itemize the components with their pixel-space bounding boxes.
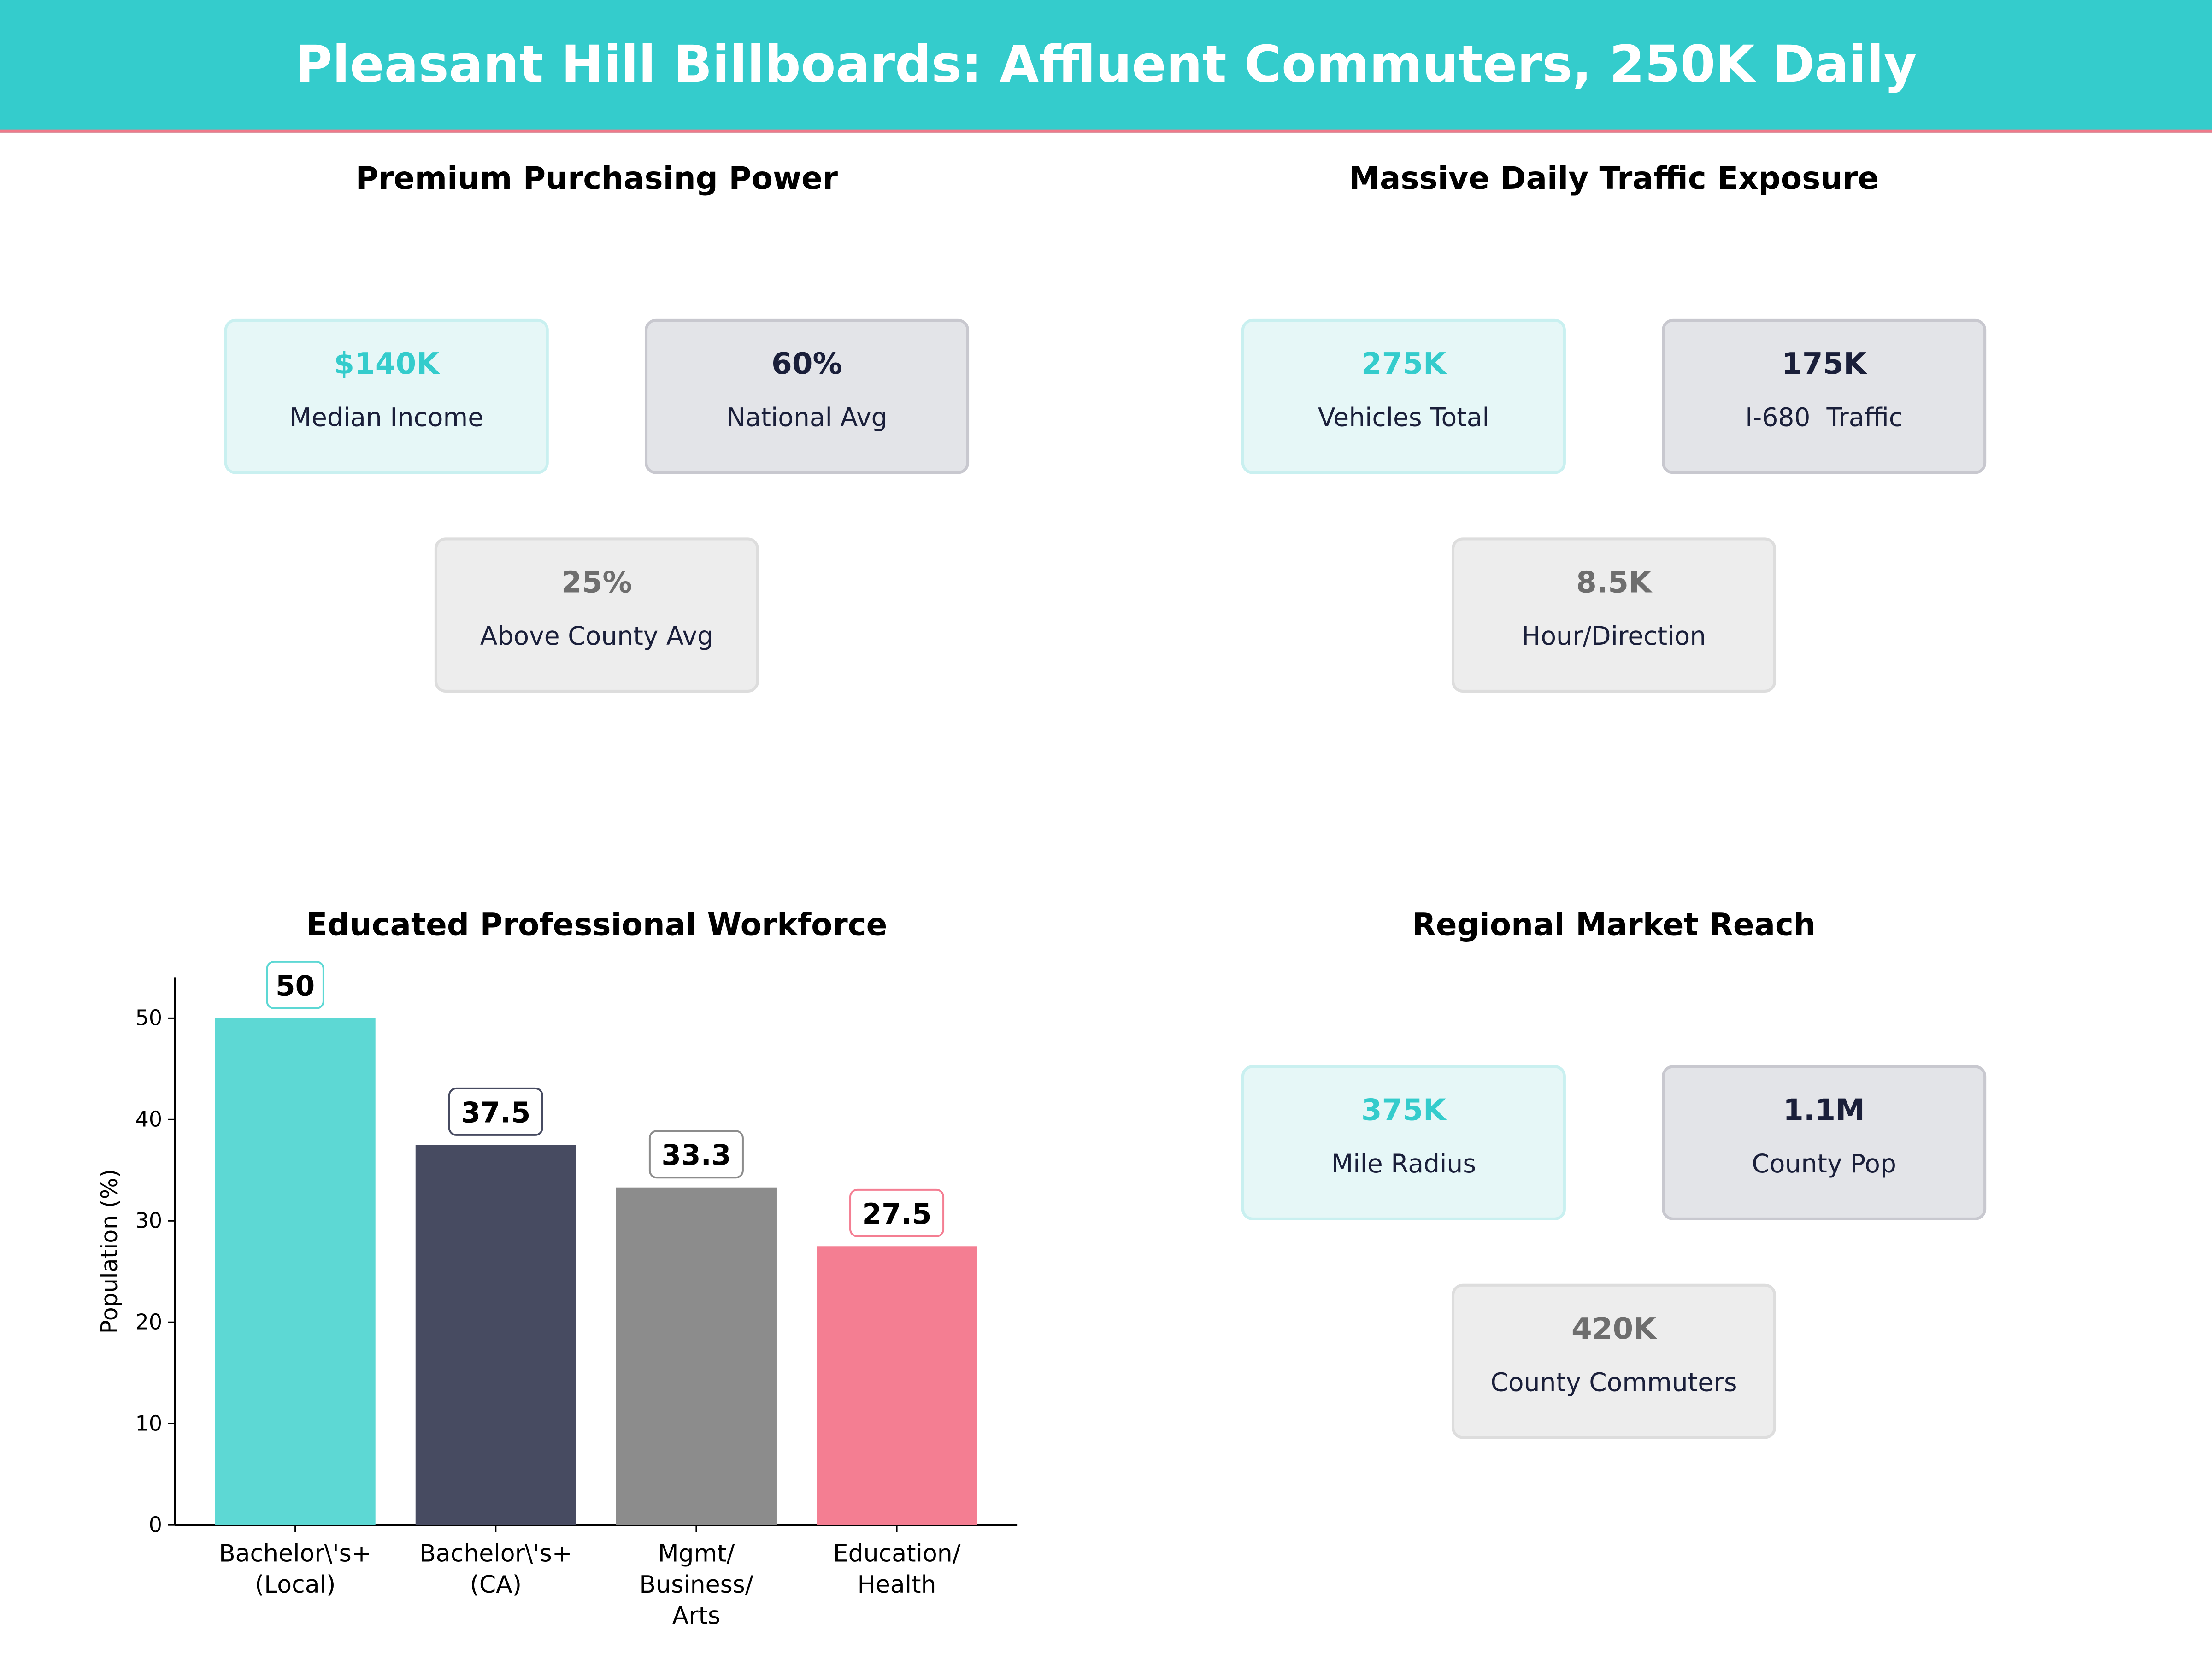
x-tick-label: Education/ — [833, 1540, 961, 1568]
stat-label: Above County Avg — [480, 622, 714, 652]
reach-panel-title: Regional Market Reach — [1412, 908, 1816, 944]
x-tick-label: Health — [858, 1571, 936, 1599]
stat-label: I-680 Traffic — [1745, 403, 1903, 433]
stat-value: 25% — [561, 565, 632, 600]
x-tick-label: Bachelor\'s+ — [419, 1540, 572, 1568]
stat-label: Hour/Direction — [1521, 622, 1706, 652]
value-label: 37.5 — [461, 1096, 530, 1129]
bar — [215, 1018, 376, 1525]
stat-value: 420K — [1571, 1312, 1656, 1346]
y-axis-label: Population (%) — [96, 1169, 123, 1334]
y-tick-label: 50 — [135, 1006, 162, 1030]
stat-card-median-income: $140K Median Income — [224, 318, 549, 474]
x-tick-label: Bachelor\'s+ — [219, 1540, 371, 1568]
value-label: 50 — [276, 970, 315, 1002]
stat-card-hour-direction: 8.5K Hour/Direction — [1451, 537, 1777, 693]
stat-value: 60% — [771, 347, 842, 381]
y-tick-label: 30 — [135, 1208, 162, 1233]
x-tick-label: (Local) — [255, 1571, 335, 1599]
bar — [415, 1145, 576, 1525]
stat-value: $140K — [334, 347, 440, 381]
x-tick-label: Mgmt/ — [658, 1540, 735, 1568]
stat-card-county-commuters: 420K County Commuters — [1451, 1283, 1777, 1439]
stat-card-vehicles: 275K Vehicles Total — [1241, 318, 1566, 474]
stat-card-i680: 175K I-680 Traffic — [1662, 318, 1987, 474]
value-label: 33.3 — [661, 1139, 731, 1172]
y-tick-label: 10 — [135, 1411, 162, 1436]
chart-title: Educated Professional Workforce — [306, 908, 888, 944]
stat-label: Vehicles Total — [1318, 403, 1489, 433]
page-title: Pleasant Hill Billboards: Affluent Commu… — [295, 36, 1917, 94]
stat-card-county-pop: 1.1M County Pop — [1662, 1065, 1987, 1220]
x-tick-label: Arts — [672, 1602, 721, 1630]
value-label: 27.5 — [862, 1198, 932, 1230]
stat-card-mile-radius: 375K Mile Radius — [1241, 1065, 1566, 1220]
value-label-box — [849, 1188, 945, 1237]
stat-value: 275K — [1361, 347, 1446, 381]
value-label-box — [448, 1087, 543, 1136]
stat-value: 375K — [1361, 1093, 1446, 1127]
stat-card-national-avg: 60% National Avg — [644, 318, 970, 474]
value-label-box — [648, 1130, 744, 1179]
stat-label: Median Income — [289, 403, 484, 433]
purchasing-panel-title: Premium Purchasing Power — [355, 162, 838, 198]
y-tick-label: 0 — [149, 1512, 162, 1537]
stat-value: 175K — [1782, 347, 1867, 381]
y-tick-label: 40 — [135, 1107, 162, 1132]
x-tick-label: Business/ — [639, 1571, 753, 1599]
bar — [816, 1246, 977, 1525]
stat-label: Mile Radius — [1331, 1149, 1477, 1180]
stat-label: National Avg — [726, 403, 888, 433]
stat-label: County Pop — [1752, 1149, 1896, 1180]
traffic-panel-title: Massive Daily Traffic Exposure — [1348, 162, 1879, 198]
value-label-box — [266, 960, 324, 1009]
stat-card-above-county: 25% Above County Avg — [434, 537, 759, 693]
header-banner: Pleasant Hill Billboards: Affluent Commu… — [0, 0, 2212, 133]
stat-value: 8.5K — [1576, 565, 1652, 600]
stat-value: 1.1M — [1783, 1093, 1865, 1127]
y-tick-label: 20 — [135, 1310, 162, 1335]
stat-label: County Commuters — [1490, 1368, 1737, 1398]
x-tick-label: (CA) — [470, 1571, 522, 1599]
bar — [616, 1187, 777, 1525]
